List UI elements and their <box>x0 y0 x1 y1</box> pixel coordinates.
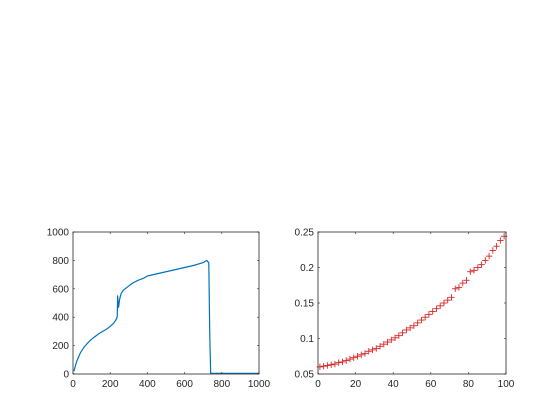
line-series <box>73 259 259 374</box>
scatter-point-4 <box>331 360 339 368</box>
right-scatter-chart: 0 20 40 60 80 100 0.05 0.1 0.15 0.2 0.25 <box>295 228 515 391</box>
y-tick-label: 0.25 <box>295 228 315 239</box>
scatter-point-11 <box>358 351 365 359</box>
scatter-point-19 <box>388 336 395 344</box>
y-tick-label: 800 <box>52 256 69 267</box>
x-tick-label: 600 <box>176 379 193 390</box>
scatter-point-5 <box>335 359 342 366</box>
y-tick-label: 0.05 <box>295 370 315 381</box>
scatter-point-21 <box>395 332 403 339</box>
scatter-point-16 <box>376 343 384 350</box>
y-tick-label: 0.2 <box>300 263 314 274</box>
scatter-point-46 <box>489 247 497 254</box>
x-tick-label: 200 <box>102 379 119 390</box>
x-tick-label: 20 <box>350 379 362 390</box>
y-tick-label: 600 <box>52 284 69 295</box>
scatter-point-3 <box>327 361 335 368</box>
x-tick-label: 1000 <box>248 379 271 390</box>
x-tick-label: 0 <box>70 379 76 390</box>
y-tick-label: 0 <box>63 370 69 381</box>
scatter-point-13 <box>365 348 372 355</box>
scatter-point-6 <box>339 358 346 366</box>
x-tick-label: 100 <box>498 379 515 390</box>
scatter-point-10 <box>354 353 361 360</box>
scatter-point-42 <box>474 264 481 271</box>
scatter-point-7 <box>343 357 350 364</box>
left-line-chart: 0 200 400 600 800 1000 0 200 400 600 800 1000 <box>47 228 271 391</box>
scatter-point-37 <box>455 284 463 291</box>
y-tick-label: 0.15 <box>295 299 315 310</box>
scatter-point-15 <box>373 345 380 352</box>
x-tick-label: 60 <box>425 379 437 390</box>
scatter-point-9 <box>350 354 357 361</box>
scatter-point-48 <box>497 237 504 244</box>
plot-area <box>318 232 506 374</box>
scatter-point-29 <box>425 311 433 318</box>
scatter-point-28 <box>421 314 429 321</box>
scatter-point-45 <box>485 252 493 260</box>
scatter-point-33 <box>440 299 448 307</box>
scatter-point-30 <box>429 308 436 315</box>
scatter-point-2 <box>324 362 331 369</box>
scatter-point-38 <box>459 279 466 287</box>
scatter-point-47 <box>493 243 500 250</box>
scatter-point-40 <box>467 268 474 275</box>
scatter-point-36 <box>452 285 459 292</box>
scatter-point-18 <box>384 338 391 346</box>
x-tick-label: 40 <box>388 379 400 390</box>
scatter-point-12 <box>361 350 369 357</box>
scatter-point-31 <box>433 305 440 312</box>
scatter-point-25 <box>410 322 418 329</box>
scatter-point-26 <box>414 319 421 327</box>
scatter-point-41 <box>470 267 478 274</box>
y-tick-label: 200 <box>52 341 69 352</box>
scatter-point-20 <box>391 334 399 341</box>
scatter-point-23 <box>403 326 410 334</box>
scatter-point-27 <box>418 316 425 324</box>
scatter-point-39 <box>463 277 470 284</box>
scatter-point-44 <box>482 257 489 264</box>
y-tick-label: 400 <box>52 313 69 324</box>
scatter-point-17 <box>380 340 387 348</box>
scatter-point-1 <box>320 362 327 370</box>
scatter-point-8 <box>346 355 354 363</box>
plot-area <box>73 232 259 374</box>
x-tick-label: 80 <box>463 379 475 390</box>
scatter-point-24 <box>406 324 414 332</box>
axes-frame <box>72 231 260 375</box>
x-tick-label: 400 <box>139 379 156 390</box>
y-tick-label: 1000 <box>47 228 70 239</box>
scatter-point-22 <box>399 329 406 337</box>
scatter-point-32 <box>437 302 444 310</box>
scatter-point-34 <box>444 296 451 304</box>
scatter-point-14 <box>369 346 376 354</box>
scatter-point-43 <box>478 261 485 268</box>
scatter-point-35 <box>448 294 455 301</box>
x-tick-label: 800 <box>213 379 230 390</box>
y-tick-label: 0.1 <box>300 334 314 345</box>
x-tick-label: 0 <box>315 379 321 390</box>
